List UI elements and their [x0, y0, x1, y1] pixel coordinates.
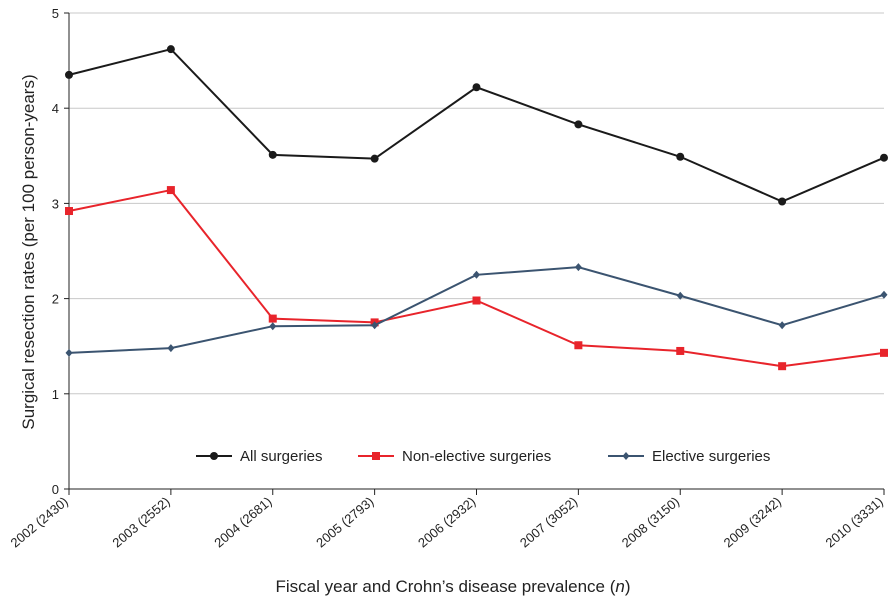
- data-point: [268, 314, 277, 323]
- data-series: [65, 45, 888, 371]
- axes: [64, 12, 885, 495]
- legend-label: All surgeries: [240, 448, 323, 465]
- data-point: [574, 263, 582, 272]
- data-point: [472, 296, 481, 305]
- data-point: [880, 153, 888, 162]
- data-point: [65, 348, 73, 357]
- data-point: [880, 348, 888, 357]
- x-tick-label: 2009 (3242): [721, 494, 784, 551]
- series-all-surgeries: [65, 45, 888, 206]
- x-tick-label: 2002 (2430): [8, 494, 71, 551]
- data-point: [166, 186, 175, 195]
- data-point: [676, 291, 684, 300]
- data-point: [65, 207, 73, 216]
- series-line: [68, 48, 885, 203]
- y-tick-label: 5: [52, 6, 59, 21]
- data-point: [880, 290, 888, 299]
- x-tick-label: 2006 (2932): [415, 494, 478, 551]
- legend-item: Elective surgeries: [608, 448, 770, 465]
- series-elective-surgeries: [65, 263, 888, 357]
- legend-label: Elective surgeries: [652, 448, 770, 465]
- legend-item: Non-elective surgeries: [358, 448, 551, 465]
- data-point: [676, 346, 685, 355]
- x-axis-title: Fiscal year and Crohn’s disease prevalen…: [276, 577, 631, 596]
- data-point: [167, 344, 175, 353]
- x-tick-labels: 2002 (2430) 2003 (2552) 2004 (2681) 2005 (2…: [8, 494, 886, 551]
- x-tick-label: 2008 (3150): [619, 494, 682, 551]
- data-point: [371, 321, 379, 330]
- y-tick-label: 0: [52, 482, 59, 497]
- y-axis-title: Surgical resection rates (per 100 person…: [19, 74, 38, 429]
- legend-swatch-marker: [622, 452, 630, 460]
- data-point: [778, 321, 786, 330]
- y-tick-label: 2: [52, 292, 59, 307]
- legend-swatch-marker: [210, 452, 218, 460]
- data-point: [65, 70, 73, 79]
- y-tick-label: 3: [52, 196, 59, 211]
- x-axis-title-main: Fiscal year and Crohn’s disease prevalen…: [276, 577, 616, 596]
- data-point: [269, 322, 277, 331]
- series-line: [68, 266, 885, 354]
- data-point: [574, 120, 583, 129]
- x-tick-label: 2010 (3331): [823, 494, 886, 551]
- y-tick-label: 1: [52, 387, 59, 402]
- data-point: [574, 341, 583, 350]
- legend-label: Non-elective surgeries: [402, 448, 551, 465]
- data-point: [472, 83, 481, 92]
- x-tick-label: 2007 (3052): [517, 494, 580, 551]
- y-tick-labels: 0 1 2 3 4 5: [52, 6, 59, 497]
- data-point: [268, 150, 277, 159]
- x-axis-title-end: ): [625, 577, 631, 596]
- data-point: [778, 197, 787, 206]
- data-point: [676, 152, 685, 161]
- data-point: [370, 154, 379, 163]
- data-point: [166, 45, 175, 54]
- data-point: [473, 270, 480, 279]
- data-point: [778, 362, 787, 371]
- y-tick-label: 4: [52, 101, 59, 116]
- x-axis-title-italic: n: [615, 577, 624, 596]
- legend-item: All surgeries: [196, 448, 323, 465]
- gridlines: [69, 12, 884, 395]
- legend: All surgeries Non-elective surgeries Elect…: [196, 448, 770, 465]
- legend-swatch-marker: [372, 452, 380, 460]
- x-tick-label: 2003 (2552): [109, 494, 172, 551]
- x-tick-label: 2004 (2681): [211, 494, 274, 551]
- x-tick-label: 2005 (2793): [313, 494, 376, 551]
